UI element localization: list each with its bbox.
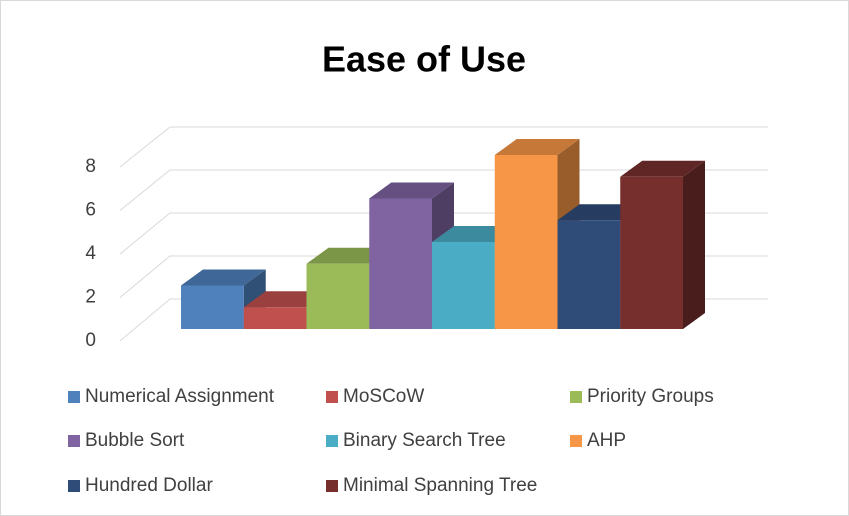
legend-swatch [68,391,80,403]
chart-title: Ease of Use [322,39,526,80]
legend-swatch [68,435,80,447]
bar-top [369,182,454,199]
legend-label: AHP [587,430,626,451]
legend-label: Priority Groups [587,386,714,407]
y-tick-label: 8 [85,156,96,177]
legend-swatch [68,480,80,492]
legend-label: Bubble Sort [85,430,185,451]
bar-front [306,263,370,329]
legend-label: Numerical Assignment [85,386,275,407]
bar-top [620,160,705,177]
bar-front [432,242,495,329]
bar-top [494,139,580,155]
bar-front [557,220,621,329]
y-tick-label: 2 [85,287,96,308]
bar [620,160,705,329]
bar-front [243,307,307,329]
y-tick-label: 0 [85,330,96,351]
bar-front [494,155,558,329]
y-tick-label: 6 [85,200,96,221]
grid-line [119,126,768,168]
bar-front [369,198,432,329]
bar [181,269,266,329]
legend-swatch [326,480,338,492]
legend-swatch [326,435,338,447]
y-tick-label: 4 [85,243,96,264]
legend-swatch [326,391,338,403]
bar-side [683,160,705,329]
bar-top [181,269,266,286]
bar-front [181,285,244,329]
legend-label: Minimal Spanning Tree [343,475,537,496]
bar-front [620,176,683,329]
legend-label: MoSCoW [343,386,424,407]
legend-swatch [570,435,582,447]
legend-label: Binary Search Tree [343,430,506,451]
legend-swatch [570,391,582,403]
legend-label: Hundred Dollar [85,475,213,496]
